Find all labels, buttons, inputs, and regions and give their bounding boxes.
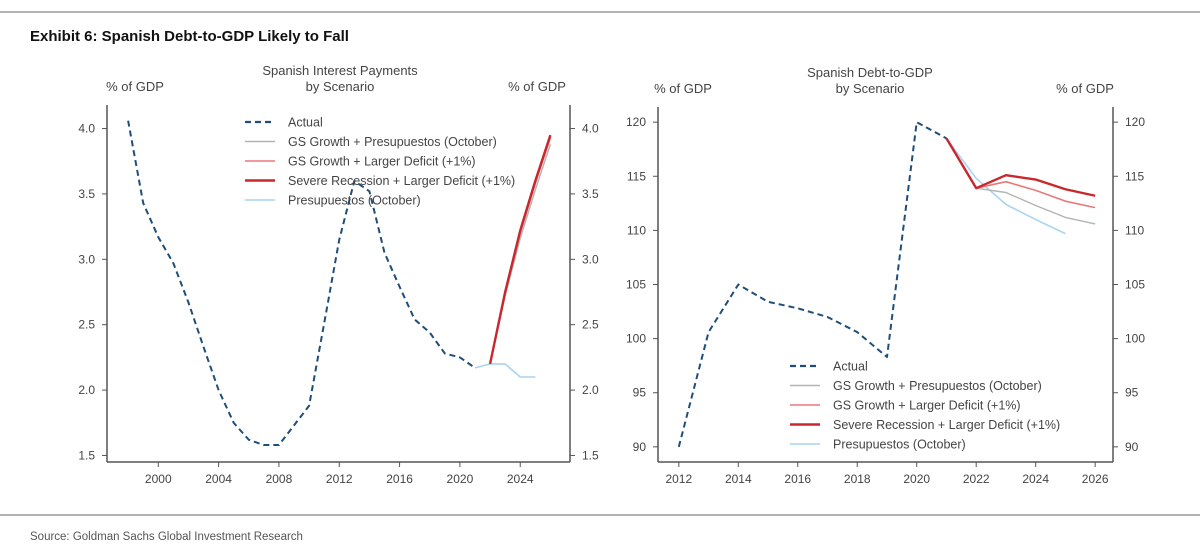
y-tick-label-left: 1.5 — [78, 448, 95, 462]
legend-label: Actual — [833, 360, 868, 374]
y-tick-label-left: 2.0 — [78, 383, 95, 397]
y-tick-label-right: 90 — [1125, 440, 1139, 454]
series-line-presupuestos-october — [945, 137, 1066, 235]
chart-title-line-1: Spanish Interest Payments — [262, 63, 418, 78]
y-tick-label-left: 3.0 — [78, 252, 95, 266]
legend-label: Presupuestos (October) — [833, 438, 966, 452]
x-tick-label: 2012 — [665, 472, 692, 486]
y-tick-label-right: 3.0 — [582, 252, 599, 266]
x-tick-label: 2020 — [903, 472, 930, 486]
legend-label: GS Growth + Presupuestos (October) — [833, 379, 1042, 393]
interest-payments-chart: Spanish Interest Payments by Scenario % … — [78, 63, 599, 486]
y-tick-label-left: 90 — [633, 440, 647, 454]
x-tick-label: 2016 — [784, 472, 811, 486]
x-tick-label: 2024 — [507, 472, 534, 486]
exhibit-title: Exhibit 6: Spanish Debt-to-GDP Likely to… — [30, 28, 349, 45]
y-tick-label-right: 4.0 — [582, 122, 599, 136]
y-tick-label-right: 1.5 — [582, 448, 599, 462]
x-tick-label: 2020 — [447, 472, 474, 486]
y-axis-label-left: % of GDP — [106, 79, 164, 94]
y-tick-label-left: 2.5 — [78, 318, 95, 332]
legend-label: GS Growth + Larger Deficit (+1%) — [288, 155, 476, 169]
x-tick-label: 2026 — [1082, 472, 1109, 486]
y-tick-label-right: 110 — [1125, 223, 1144, 237]
y-tick-label-left: 100 — [626, 332, 646, 346]
series-line-actual — [677, 121, 947, 448]
x-tick-label: 2004 — [205, 472, 232, 486]
source-note: Source: Goldman Sachs Global Investment … — [30, 531, 303, 543]
y-axis-label-left: % of GDP — [654, 81, 712, 96]
x-tick-label: 2014 — [725, 472, 752, 486]
debt-to-gdp-chart: Spanish Debt-to-GDP by Scenario % of GDP… — [626, 65, 1145, 486]
y-tick-label-left: 4.0 — [78, 122, 95, 136]
x-tick-label: 2018 — [844, 472, 871, 486]
legend-label: Presupuestos (October) — [288, 194, 421, 208]
series-line-severe-recession-larger-deficit-1 — [488, 134, 552, 365]
chart-title-line-1: Spanish Debt-to-GDP — [807, 65, 933, 80]
series-line-gs-growth-larger-deficit-1 — [945, 137, 1096, 209]
x-tick-label: 2012 — [326, 472, 353, 486]
legend-label: Severe Recession + Larger Deficit (+1%) — [288, 174, 515, 188]
y-tick-label-right: 95 — [1125, 386, 1139, 400]
y-tick-label-right: 105 — [1125, 278, 1145, 292]
x-tick-label: 2022 — [963, 472, 990, 486]
y-axis-label-right: % of GDP — [1056, 81, 1114, 96]
y-tick-label-right: 2.0 — [582, 383, 599, 397]
y-axis-label-right: % of GDP — [508, 79, 566, 94]
y-tick-label-left: 110 — [627, 223, 646, 237]
chart-title-line-2: by Scenario — [836, 81, 905, 96]
y-tick-label-left: 120 — [626, 115, 646, 129]
legend-label: GS Growth + Presupuestos (October) — [288, 135, 497, 149]
y-tick-label-right: 2.5 — [582, 318, 599, 332]
y-tick-label-right: 3.5 — [582, 187, 599, 201]
y-tick-label-right: 100 — [1125, 332, 1145, 346]
series-line-gs-growth-presupuestos-october — [945, 138, 1096, 225]
y-tick-label-left: 105 — [626, 278, 646, 292]
y-tick-label-left: 95 — [633, 386, 647, 400]
x-tick-label: 2000 — [145, 472, 172, 486]
series-line-presupuestos-october — [474, 363, 536, 378]
y-tick-label-right: 120 — [1125, 115, 1145, 129]
x-tick-label: 2016 — [386, 472, 413, 486]
x-tick-label: 2008 — [266, 472, 293, 486]
y-tick-label-left: 115 — [627, 169, 646, 183]
y-tick-label-right: 115 — [1125, 169, 1144, 183]
legend-label: Severe Recession + Larger Deficit (+1%) — [833, 418, 1060, 432]
legend-label: GS Growth + Larger Deficit (+1%) — [833, 399, 1021, 413]
chart-title-line-2: by Scenario — [306, 79, 375, 94]
series-line-actual — [127, 120, 476, 446]
y-tick-label-left: 3.5 — [78, 187, 95, 201]
x-tick-label: 2024 — [1022, 472, 1049, 486]
series-line-severe-recession-larger-deficit-1 — [945, 137, 1096, 197]
legend-label: Actual — [288, 116, 323, 130]
